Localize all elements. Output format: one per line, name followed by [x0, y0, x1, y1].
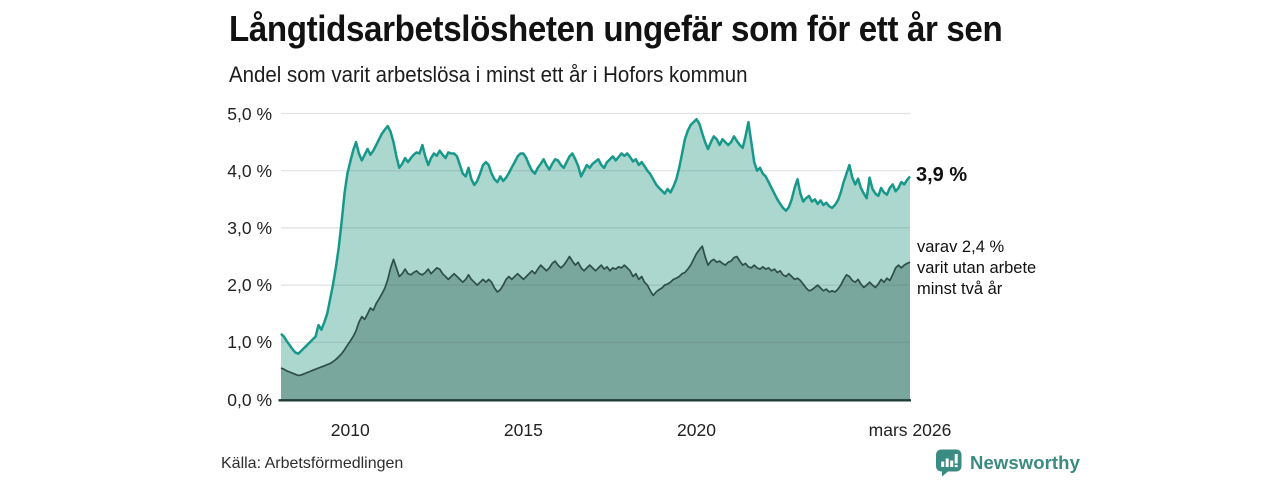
y-tick-label: 2,0 %: [227, 275, 272, 296]
y-tick-label: 4,0 %: [227, 160, 272, 181]
secondary-value-line: varit utan arbete: [917, 259, 1037, 277]
secondary-value-label: varav 2,4 % varit utan arbete minst två …: [917, 237, 1036, 300]
y-tick-label: 0,0 %: [227, 389, 272, 410]
page-subtitle: Andel som varit arbetslösa i minst ett å…: [229, 62, 748, 87]
y-tick-label: 3,0 %: [227, 217, 272, 238]
latest-value-label: 3,9 %: [916, 164, 968, 186]
x-tick-label: mars 2026: [868, 420, 952, 440]
y-tick-label: 5,0 %: [227, 103, 272, 124]
secondary-value-line: varav 2,4 %: [917, 238, 1005, 256]
x-tick-label: 2015: [503, 420, 543, 440]
line-one-year: [280, 117, 911, 355]
newsworthy-speech-bubble-icon: [936, 449, 962, 477]
source-caption: Källa: Arbetsförmedlingen: [221, 455, 404, 472]
secondary-value-line: minst två år: [917, 280, 1003, 298]
x-tick-label: 2010: [330, 420, 370, 440]
brand-name: Newsworthy: [970, 452, 1080, 473]
line-two-years: [280, 245, 911, 377]
brand-logo: Newsworthy: [936, 449, 1080, 477]
page-title: Långtidsarbetslösheten ungefär som för e…: [229, 8, 1003, 49]
y-tick-label: 1,0 %: [227, 332, 272, 353]
x-tick-label: 2020: [677, 420, 716, 440]
area-fill-two-years: [281, 246, 910, 400]
